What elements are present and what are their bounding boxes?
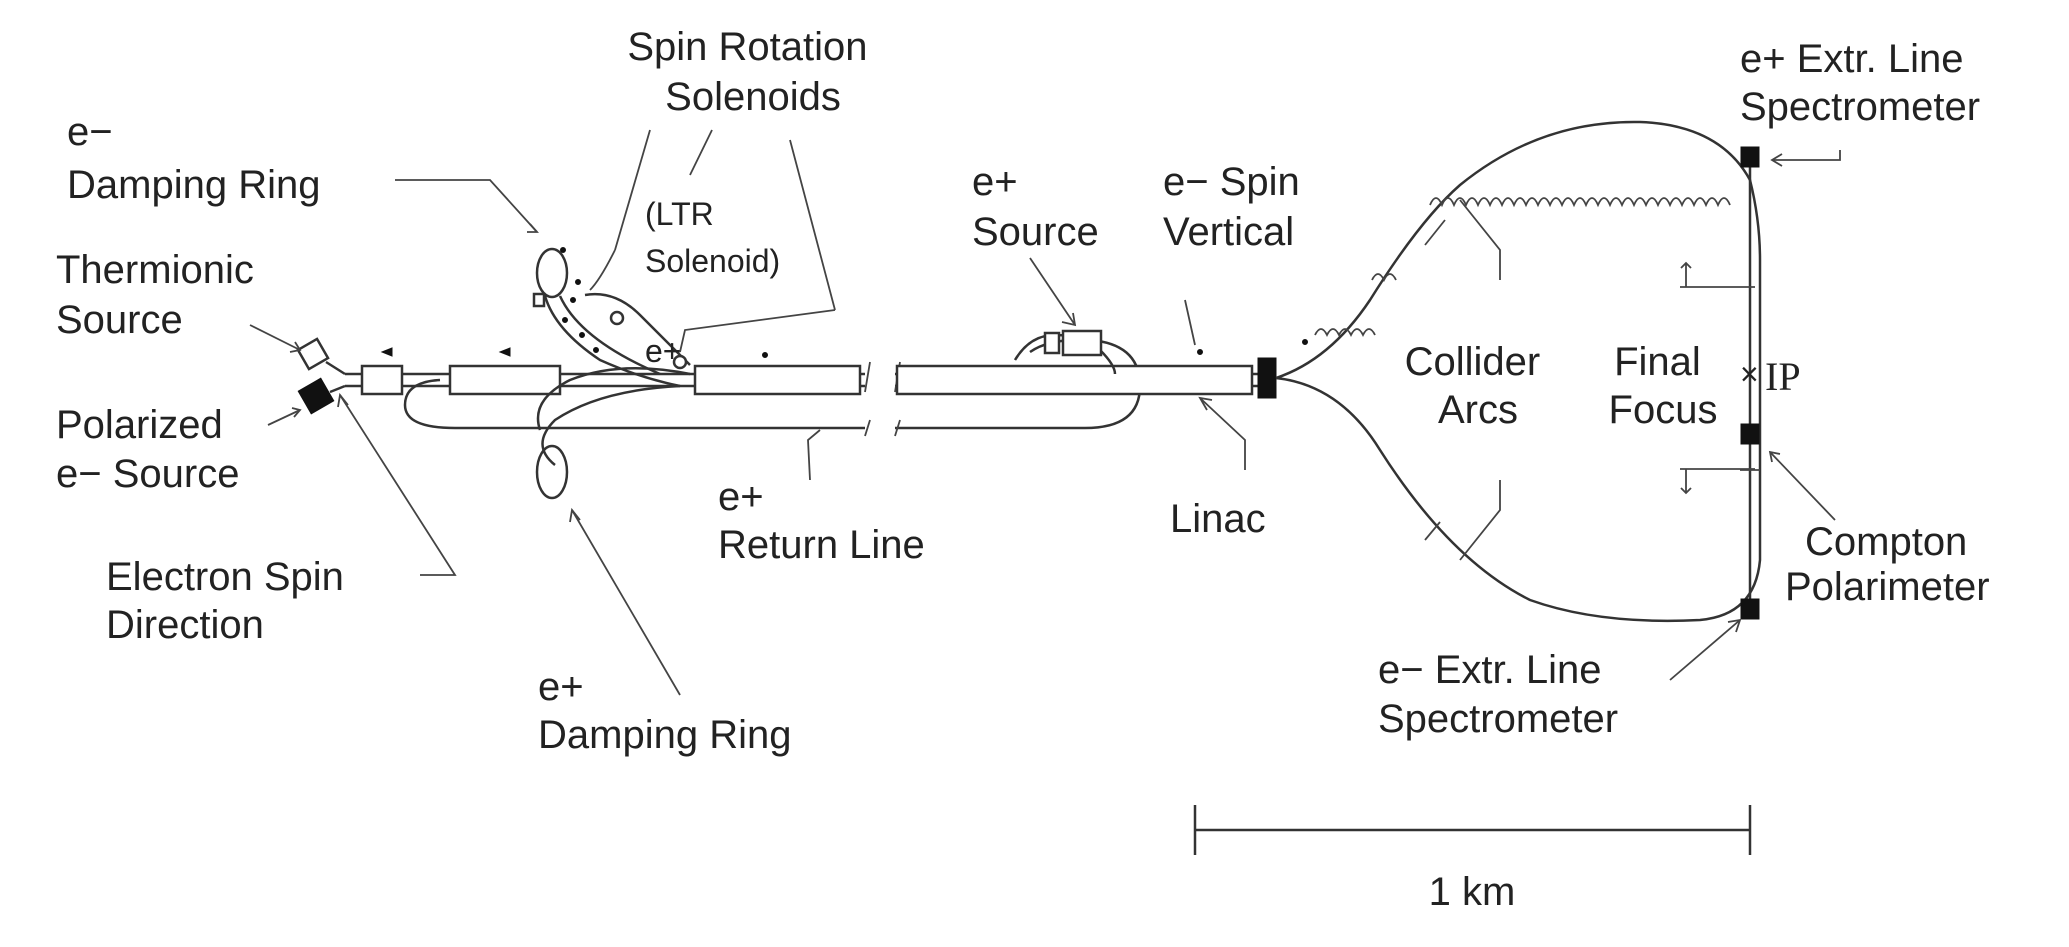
e-plus-return-line-right <box>895 338 1142 430</box>
e-plus-return-line <box>403 378 865 430</box>
linac-section-box-1 <box>448 364 562 396</box>
e-plus-spectrometer-block <box>1740 146 1760 168</box>
label-e-minus-spin-vertical: e− Spin Vertical <box>1163 160 1311 254</box>
label-linac: Linac <box>1170 497 1266 541</box>
linac-section-box-2 <box>693 364 862 396</box>
svg-text:e+: e+ <box>645 333 681 369</box>
label-e-minus-extr-spectrometer: e− Extr. Line Spectrometer <box>1378 648 1618 741</box>
label-e-plus-return-line: e+ Return Line <box>718 475 925 567</box>
label-ip: IP <box>1765 354 1801 399</box>
label-e-plus-source: e+ Source <box>972 160 1099 254</box>
ip-marker: × <box>1740 356 1759 392</box>
linac-section-box-3 <box>895 364 1254 396</box>
linac-break <box>864 361 901 437</box>
final-focus-line <box>1680 150 1760 610</box>
final-focus-block <box>1740 423 1760 445</box>
north-arc-magnet-coils <box>1314 197 1731 338</box>
leader-lines <box>249 129 1841 696</box>
injector-box <box>360 364 404 396</box>
label-e-minus-damping-ring: e− Damping Ring <box>67 110 320 207</box>
e-minus-spectrometer-block <box>1740 598 1760 620</box>
label-collider-arcs: Collider Arcs <box>1405 340 1552 432</box>
spin-direction-arrows <box>380 339 1308 358</box>
e-minus-damping-ring <box>532 247 681 388</box>
south-collider-arc <box>1275 260 1762 623</box>
polarized-source-icon <box>297 377 335 415</box>
label-polarized-source: Polarized e− Source <box>56 403 239 496</box>
label-ltr-solenoid: (LTR Solenoid) <box>645 196 780 279</box>
linac-end-block <box>1257 357 1277 399</box>
e-plus-damping-ring <box>535 366 691 500</box>
label-compton-polarimeter: Compton Polarimeter <box>1785 520 1990 609</box>
spin-rotation-solenoid-region: e+ <box>584 292 691 370</box>
label-final-focus: Final Focus <box>1609 340 1718 432</box>
label-e-plus-damping-ring: e+ Damping Ring <box>538 665 791 757</box>
e-plus-source-component <box>1013 329 1117 375</box>
thermionic-source-icon <box>296 337 330 371</box>
scale-bar <box>1193 805 1752 855</box>
label-electron-spin-direction: Electron Spin Direction <box>106 555 355 647</box>
label-spin-rotation: Spin Rotation Solenoids <box>627 25 878 119</box>
label-thermionic-source: Thermionic Source <box>56 248 265 342</box>
label-scale-bar: 1 km <box>1429 870 1516 914</box>
label-e-plus-extr-spectrometer: e+ Extr. Line Spectrometer <box>1740 37 1980 129</box>
